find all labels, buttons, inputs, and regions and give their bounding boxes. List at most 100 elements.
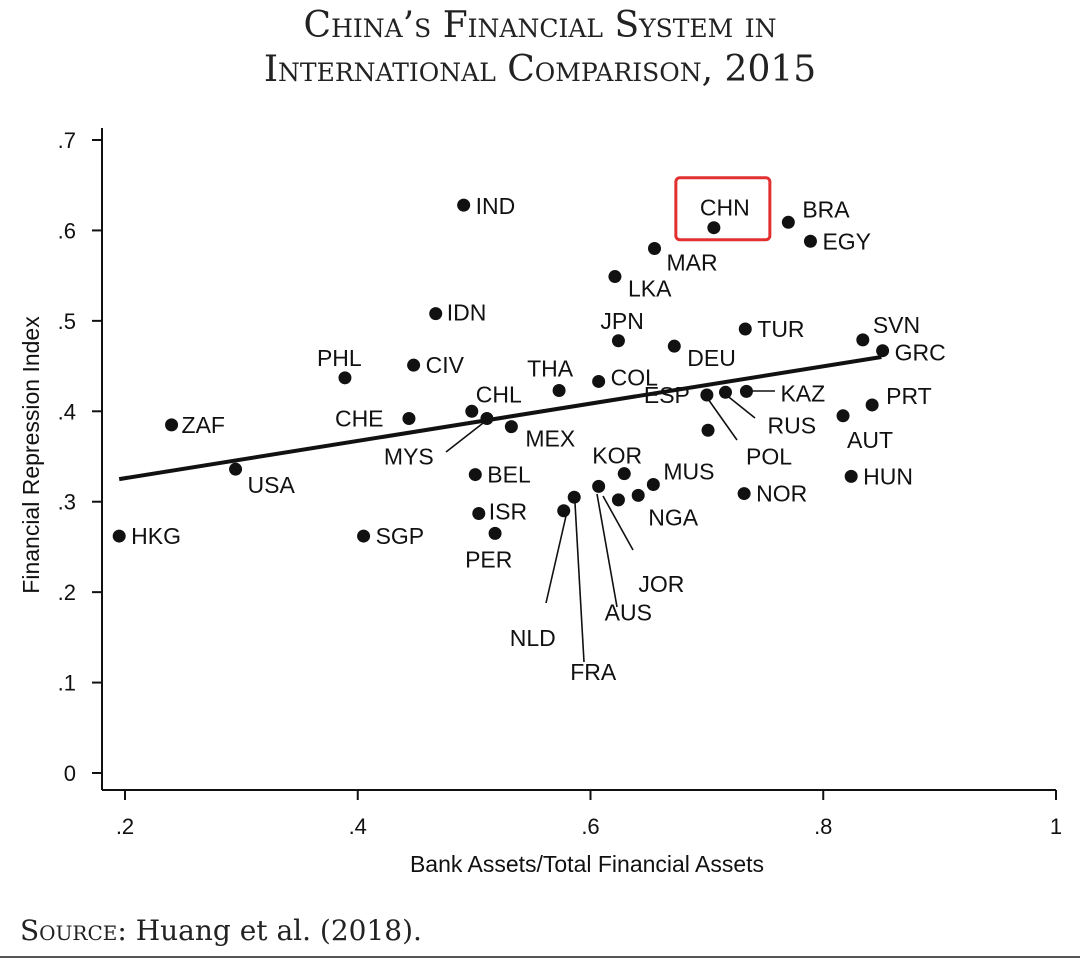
point-chn	[707, 221, 721, 235]
y-tick-label: .5	[58, 309, 76, 334]
point-pol	[701, 423, 715, 437]
leader-line-pol	[707, 398, 738, 441]
chart-title-line-1: China’s Financial System in	[303, 5, 777, 46]
point-label-civ: CIV	[426, 352, 465, 378]
point-ind	[457, 198, 471, 212]
point-mex	[504, 420, 518, 434]
point-label-nld: NLD	[510, 625, 556, 651]
point-label-per: PER	[465, 546, 512, 572]
point-label-kaz: KAZ	[780, 380, 825, 406]
bottom-rule	[0, 956, 1080, 958]
chart-title: China’s Financial System in Internationa…	[0, 4, 1080, 92]
leader-line-aus	[596, 493, 618, 608]
source-note: Source: Huang et al. (2018).	[20, 914, 422, 947]
point-kaz	[739, 384, 753, 398]
point-nld	[557, 504, 571, 518]
y-tick-label: .4	[58, 399, 76, 424]
point-label-grc: GRC	[895, 340, 946, 366]
chart-title-line-2: International Comparison, 2015	[263, 49, 817, 90]
point-mar	[648, 242, 662, 256]
point-label-kor: KOR	[592, 443, 642, 469]
x-axis-title: Bank Assets/Total Financial Assets	[410, 851, 764, 877]
point-usa	[229, 462, 243, 476]
point-label-hkg: HKG	[131, 523, 181, 549]
point-label-phl: PHL	[317, 345, 362, 371]
x-tick-label: .2	[116, 814, 134, 839]
point-label-egy: EGY	[822, 228, 871, 254]
source-text: Huang et al. (2018).	[126, 914, 422, 947]
x-tick-label: .8	[814, 814, 832, 839]
point-label-bel: BEL	[487, 462, 531, 488]
highlight-box-chn	[674, 176, 772, 242]
scatter-chart: .2 .4 .6 .8 1 0 .1 .2 .3 .4 .5 .6 .7 IND CHN BRA EGY MAR…	[18, 128, 1062, 877]
leader-line-rus	[724, 393, 756, 419]
point-label-tur: TUR	[757, 316, 804, 342]
point-deu	[667, 339, 681, 353]
point-label-col: COL	[611, 364, 659, 390]
point-jpn	[611, 334, 625, 348]
point-hun	[844, 469, 858, 483]
trendline-layer	[118, 355, 882, 482]
point-label-aut: AUT	[847, 427, 893, 453]
point-label-pol: POL	[746, 443, 792, 469]
point-bel	[468, 468, 482, 482]
point-che	[402, 412, 416, 426]
point-label-nor: NOR	[756, 481, 807, 507]
point-label-zaf: ZAF	[182, 412, 225, 438]
y-axis-title: Financial Repression Index	[18, 316, 44, 594]
point-label-prt: PRT	[886, 383, 932, 409]
point-col	[592, 374, 606, 388]
trendline	[118, 355, 882, 482]
point-esp	[700, 388, 714, 402]
point-lka	[608, 270, 622, 284]
point-label-isr: ISR	[489, 498, 527, 524]
point-tha	[552, 383, 566, 397]
point-label-jor: JOR	[638, 571, 684, 597]
point-label-che: CHE	[335, 406, 384, 432]
point-label-aus: AUS	[605, 599, 652, 625]
leader-line-jor	[602, 495, 634, 551]
point-per	[488, 526, 502, 540]
leader-line-fra	[574, 502, 585, 663]
point-bra	[781, 215, 795, 229]
point-svn	[856, 333, 870, 347]
point-label-idn: IDN	[447, 300, 487, 326]
point-tur	[738, 322, 752, 336]
x-tick-label: .6	[581, 814, 599, 839]
point-label-deu: DEU	[687, 345, 736, 371]
point-label-jpn: JPN	[600, 308, 643, 334]
point-label-svn: SVN	[873, 312, 920, 338]
point-fra	[567, 490, 581, 504]
point-aut	[836, 409, 850, 423]
point-label-ind: IND	[476, 193, 516, 219]
point-label-mar: MAR	[667, 250, 718, 276]
highlight-layer	[674, 176, 772, 242]
data-points	[112, 198, 890, 543]
point-hkg	[112, 529, 126, 543]
source-prefix: Source:	[20, 914, 127, 947]
y-tick-label: .1	[58, 671, 76, 696]
point-label-fra: FRA	[570, 659, 617, 685]
point-label-mus: MUS	[663, 459, 714, 485]
point-kor	[617, 467, 631, 481]
point-label-hun: HUN	[863, 463, 913, 489]
point-isr	[472, 506, 486, 520]
point-jor	[611, 493, 625, 507]
point-label-nga: NGA	[648, 504, 699, 530]
point-idn	[429, 307, 443, 321]
point-label-bra: BRA	[802, 196, 850, 222]
point-zaf	[165, 418, 179, 432]
point-label-rus: RUS	[767, 412, 816, 438]
point-grc	[876, 344, 890, 358]
point-civ	[407, 358, 421, 372]
leader-line-nld	[545, 515, 567, 604]
axes: .2 .4 .6 .8 1 0 .1 .2 .3 .4 .5 .6 .7	[58, 128, 1062, 839]
point-nor	[737, 487, 751, 501]
y-tick-label: .6	[58, 218, 76, 243]
point-rus	[718, 385, 732, 399]
point-label-mex: MEX	[525, 426, 575, 452]
point-label-tha: THA	[527, 355, 574, 381]
point-egy	[803, 234, 817, 248]
point-label-chl: CHL	[476, 381, 522, 407]
